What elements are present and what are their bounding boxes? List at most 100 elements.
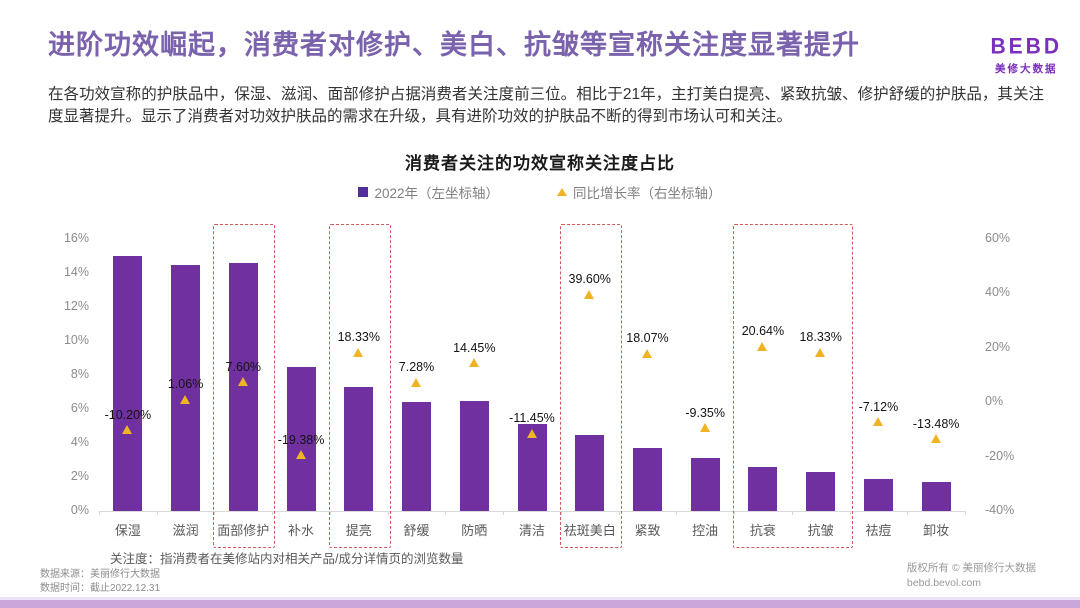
x-axis-tick xyxy=(329,511,331,515)
bar-提亮 xyxy=(344,386,374,511)
x-axis-tick xyxy=(445,511,447,515)
category-label-滋润: 滋润 xyxy=(172,523,199,538)
legend-item-growth: 同比增长率（右坐标轴） xyxy=(557,182,722,202)
category-label-卸妆: 卸妆 xyxy=(923,523,950,538)
legend-item-2022: 2022年（左坐标轴） xyxy=(358,182,499,202)
growth-label-卸妆: -13.48% xyxy=(912,416,960,431)
copyright-text: 版权所有 © 美丽修行大数据 xyxy=(906,562,1036,574)
chart-legend: 2022年（左坐标轴） 同比增长率（右坐标轴） xyxy=(0,182,1080,202)
legend-label-growth: 同比增长率（右坐标轴） xyxy=(573,186,722,201)
chart-footnote: 关注度：指消费者在美修站内对相关产品/成分详情页的浏览数量 xyxy=(110,552,464,566)
right-axis-tick-label: 0% xyxy=(985,394,1004,409)
left-axis-tick-label: 4% xyxy=(70,435,89,449)
category-label-清洁: 清洁 xyxy=(518,523,545,538)
chart-title: 消费者关注的功效宣称关注度占比 xyxy=(405,154,675,173)
growth-marker-卸妆 xyxy=(930,434,941,444)
left-axis-tick-label: 6% xyxy=(70,401,89,415)
x-axis-tick xyxy=(676,511,678,515)
category-label-面部修护: 面部修护 xyxy=(217,523,270,538)
growth-marker-提亮 xyxy=(353,347,364,357)
legend-label-2022: 2022年（左坐标轴） xyxy=(374,186,500,201)
category-label-保湿: 保湿 xyxy=(114,523,141,538)
growth-label-提亮: 18.33% xyxy=(337,330,380,345)
left-axis-tick-label: 10% xyxy=(63,333,89,347)
bottom-accent-strip xyxy=(0,597,1080,608)
highlight-box-提亮 xyxy=(328,224,391,548)
bar-滋润 xyxy=(171,264,201,511)
bar-祛痘 xyxy=(863,478,893,511)
x-axis-tick xyxy=(907,511,909,515)
growth-marker-面部修护 xyxy=(237,377,248,387)
growth-marker-控油 xyxy=(699,423,710,433)
left-axis-tick-label: 16% xyxy=(63,231,89,245)
bebd-logo-wordmark: BEBD xyxy=(990,34,1062,59)
bar-舒缓 xyxy=(402,402,432,511)
bar-卸妆 xyxy=(921,482,951,511)
growth-label-滋润: 1.06% xyxy=(167,377,204,392)
growth-marker-防晒 xyxy=(468,358,479,368)
data-time: 数据时间：截止2022.12.31 xyxy=(40,583,161,594)
bebd-logo-subtitle: 美修大数据 xyxy=(994,63,1058,75)
bar-抗衰 xyxy=(748,466,778,511)
category-label-提亮: 提亮 xyxy=(345,523,372,538)
growth-marker-清洁 xyxy=(526,428,537,438)
growth-label-舒缓: 7.28% xyxy=(398,360,435,375)
x-axis-tick xyxy=(156,511,158,515)
growth-label-祛痘: -7.12% xyxy=(858,399,899,414)
x-axis-tick xyxy=(272,511,274,515)
x-axis-line xyxy=(99,511,965,512)
category-label-舒缓: 舒缓 xyxy=(403,523,430,538)
bar-保湿 xyxy=(113,256,143,511)
growth-marker-抗皱 xyxy=(815,347,826,357)
left-axis-tick-label: 8% xyxy=(70,367,89,381)
bar-紧致 xyxy=(632,448,662,511)
right-axis-tick-label: -20% xyxy=(985,448,1015,463)
left-axis-tick-label: 0% xyxy=(70,503,89,517)
growth-marker-祛斑美白 xyxy=(584,289,595,299)
bar-清洁 xyxy=(517,424,547,511)
category-label-补水: 补水 xyxy=(288,523,315,538)
left-axis-tick-label: 2% xyxy=(70,469,89,483)
growth-marker-祛痘 xyxy=(872,417,883,427)
growth-marker-滋润 xyxy=(180,394,191,404)
bar-补水 xyxy=(286,366,316,511)
right-axis-tick-label: 60% xyxy=(985,231,1011,245)
category-label-抗衰: 抗衰 xyxy=(749,523,776,538)
category-label-防晒: 防晒 xyxy=(461,523,488,538)
growth-label-清洁: -11.45% xyxy=(509,411,555,426)
growth-marker-保湿 xyxy=(122,425,133,435)
growth-label-控油: -9.35% xyxy=(685,405,725,420)
right-axis-tick-label: 40% xyxy=(985,285,1011,300)
right-axis-tick-label: -40% xyxy=(985,503,1015,517)
x-axis-tick xyxy=(560,511,562,515)
right-axis-tick-label: 20% xyxy=(985,339,1011,354)
x-axis-tick xyxy=(503,511,505,515)
triangle-series-swatch-icon xyxy=(557,188,568,196)
bar-防晒 xyxy=(459,400,489,511)
bebd-logo: BEBD 美修大数据 xyxy=(990,34,1062,76)
x-axis-tick xyxy=(734,511,736,515)
highlight-box-祛斑美白 xyxy=(559,224,622,548)
bar-祛斑美白 xyxy=(575,434,605,511)
bar-面部修护 xyxy=(228,262,258,511)
intro-paragraph: 在各功效宣称的护肤品中，保湿、滋润、面部修护占据消费者关注度前三位。相比于21年… xyxy=(48,86,1044,126)
category-label-祛斑美白: 祛斑美白 xyxy=(563,523,616,538)
left-axis-tick-label: 14% xyxy=(63,265,89,279)
category-label-祛痘: 祛痘 xyxy=(865,523,892,538)
growth-label-防晒: 14.45% xyxy=(453,340,496,355)
left-axis-tick-label: 12% xyxy=(63,299,89,313)
x-axis-tick xyxy=(849,511,851,515)
growth-label-保湿: -10.20% xyxy=(104,407,152,422)
x-axis-tick xyxy=(618,511,620,515)
growth-marker-紧致 xyxy=(641,348,652,358)
growth-marker-舒缓 xyxy=(411,377,422,387)
data-source: 数据来源：美丽修行大数据 xyxy=(40,569,160,580)
x-axis-tick xyxy=(214,511,216,515)
growth-marker-补水 xyxy=(295,450,306,460)
bar-抗皱 xyxy=(806,471,836,511)
page-title: 进阶功效崛起，消费者对修护、美白、抗皱等宣称关注度显著提升 xyxy=(48,30,860,60)
x-axis-tick xyxy=(965,511,966,515)
x-axis-tick xyxy=(99,511,100,515)
website-link[interactable]: bebd.bevol.com xyxy=(906,577,982,590)
